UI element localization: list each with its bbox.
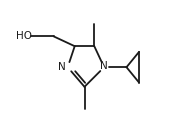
Text: HO: HO [16, 31, 32, 41]
Text: N: N [100, 61, 108, 71]
Text: N: N [57, 62, 65, 72]
